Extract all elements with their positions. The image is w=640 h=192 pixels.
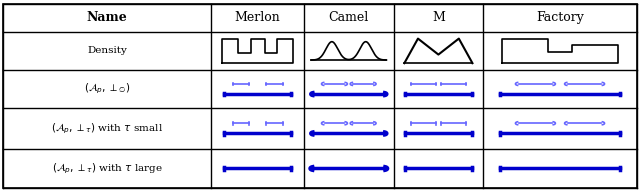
Text: $(\mathcal{A}_p, \perp_\tau)$ with $\tau$ large: $(\mathcal{A}_p, \perp_\tau)$ with $\tau… xyxy=(52,161,163,176)
Text: Name: Name xyxy=(87,11,127,24)
Text: $(\mathcal{A}_p, \perp_\tau)$ with $\tau$ small: $(\mathcal{A}_p, \perp_\tau)$ with $\tau… xyxy=(51,122,163,136)
Text: Factory: Factory xyxy=(536,11,584,24)
Text: Density: Density xyxy=(87,46,127,55)
Text: Camel: Camel xyxy=(329,11,369,24)
Text: Merlon: Merlon xyxy=(235,11,280,24)
Text: M: M xyxy=(432,11,445,24)
Text: $(\mathcal{A}_p, \perp_\emptyset)$: $(\mathcal{A}_p, \perp_\emptyset)$ xyxy=(84,82,131,97)
